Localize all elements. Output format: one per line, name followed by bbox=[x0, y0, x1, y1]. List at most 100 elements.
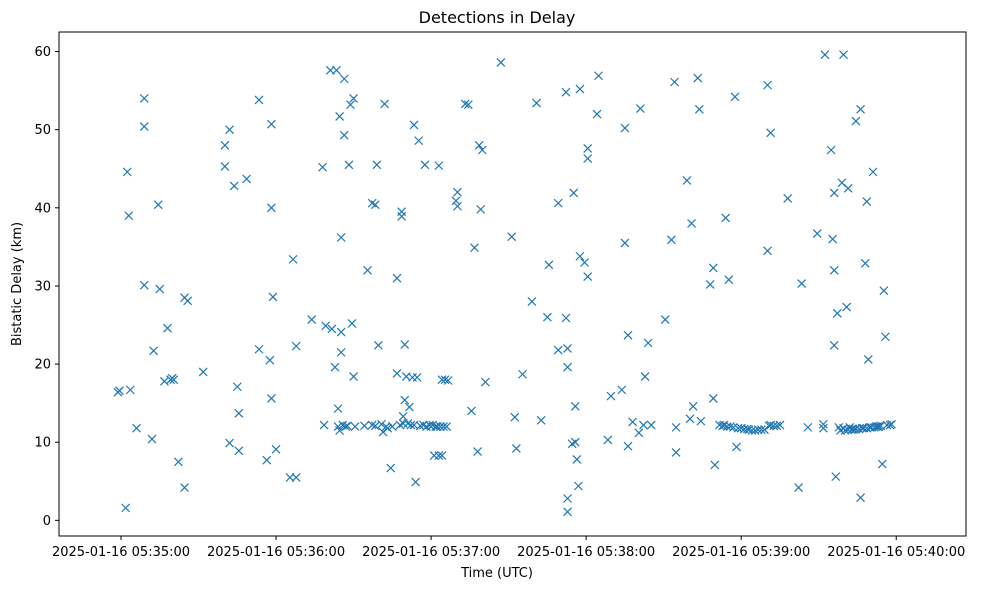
data-point bbox=[392, 273, 402, 283]
data-point bbox=[266, 119, 276, 129]
data-point bbox=[732, 442, 741, 452]
data-point bbox=[592, 109, 602, 119]
data-point bbox=[339, 74, 349, 84]
data-point bbox=[122, 167, 132, 177]
data-point bbox=[139, 280, 149, 290]
data-point bbox=[646, 420, 656, 430]
data-point bbox=[397, 211, 407, 221]
data-point bbox=[887, 419, 897, 429]
data-point bbox=[285, 472, 295, 482]
data-point bbox=[829, 340, 839, 350]
data-point bbox=[708, 394, 718, 403]
data-point bbox=[147, 434, 157, 444]
data-point bbox=[671, 447, 681, 457]
data-point bbox=[115, 386, 124, 396]
data-point bbox=[332, 65, 341, 75]
x-tick-label: 2025-01-16 05:37:00 bbox=[362, 545, 500, 560]
x-tick-label: 2025-01-16 05:36:00 bbox=[207, 545, 345, 560]
data-point bbox=[693, 73, 703, 83]
data-point bbox=[575, 251, 585, 261]
data-point bbox=[532, 98, 541, 108]
data-point bbox=[180, 483, 190, 492]
data-point bbox=[124, 211, 134, 221]
y-axis-label: Bistatic Delay (km) bbox=[10, 222, 25, 346]
data-point bbox=[432, 422, 442, 432]
data-point bbox=[772, 421, 782, 431]
data-point bbox=[583, 154, 593, 164]
data-point bbox=[730, 92, 740, 102]
data-point bbox=[860, 258, 870, 268]
data-point bbox=[688, 401, 698, 411]
data-point bbox=[333, 404, 343, 414]
data-point bbox=[583, 144, 593, 153]
data-point bbox=[553, 345, 563, 355]
data-point bbox=[349, 372, 359, 382]
data-point bbox=[818, 423, 828, 433]
data-point bbox=[628, 417, 638, 427]
data-point bbox=[839, 50, 848, 60]
data-point bbox=[623, 330, 633, 340]
data-point bbox=[434, 451, 444, 460]
data-point bbox=[470, 243, 479, 253]
data-point bbox=[573, 481, 583, 491]
data-point bbox=[431, 422, 441, 432]
data-point bbox=[570, 401, 580, 411]
data-point bbox=[477, 145, 487, 155]
data-point bbox=[397, 207, 407, 217]
data-point bbox=[271, 444, 281, 454]
data-point bbox=[880, 332, 890, 342]
data-point bbox=[710, 460, 720, 470]
data-point bbox=[812, 229, 822, 239]
data-point bbox=[569, 188, 579, 198]
data-point bbox=[318, 162, 327, 172]
data-point bbox=[403, 419, 413, 428]
data-point bbox=[372, 160, 382, 170]
data-point bbox=[496, 58, 506, 67]
plot-frame bbox=[58, 31, 967, 537]
data-point bbox=[139, 122, 149, 131]
data-point bbox=[527, 297, 537, 307]
data-point bbox=[377, 419, 386, 429]
data-point bbox=[567, 439, 577, 449]
data-point bbox=[473, 447, 483, 457]
x-tick-label: 2025-01-16 05:39:00 bbox=[672, 545, 810, 560]
data-point bbox=[291, 341, 301, 351]
data-point bbox=[575, 84, 585, 94]
y-axis: 0 10 20 30 40 50 60 bbox=[34, 45, 59, 529]
data-point bbox=[373, 340, 383, 350]
data-point bbox=[829, 188, 839, 198]
data-point bbox=[818, 419, 828, 429]
data-point bbox=[634, 428, 644, 438]
data-point bbox=[229, 181, 239, 191]
data-point bbox=[392, 369, 402, 378]
data-point bbox=[583, 272, 593, 282]
data-point bbox=[617, 385, 627, 395]
data-point bbox=[288, 254, 298, 264]
data-point bbox=[536, 415, 546, 425]
data-point bbox=[335, 426, 345, 435]
data-point bbox=[160, 376, 169, 386]
data-point bbox=[153, 200, 163, 210]
data-point bbox=[335, 111, 345, 121]
data-point bbox=[435, 422, 445, 432]
data-points bbox=[113, 50, 897, 517]
data-point bbox=[330, 362, 340, 372]
data-point bbox=[400, 340, 410, 349]
chart-title: Detections in Delay bbox=[419, 8, 576, 27]
y-tick-label: 10 bbox=[34, 436, 51, 451]
x-tick-label: 2025-01-16 05:35:00 bbox=[52, 545, 190, 560]
data-point bbox=[163, 323, 172, 333]
data-point bbox=[169, 375, 179, 385]
data-point bbox=[344, 160, 354, 170]
data-point bbox=[518, 369, 528, 379]
data-point bbox=[510, 412, 520, 422]
data-point bbox=[349, 93, 359, 103]
data-point bbox=[635, 104, 645, 114]
data-point bbox=[350, 422, 360, 432]
data-point bbox=[383, 423, 393, 433]
data-point bbox=[460, 99, 470, 109]
data-point bbox=[336, 347, 346, 357]
data-point bbox=[336, 327, 346, 337]
data-point bbox=[666, 235, 676, 245]
